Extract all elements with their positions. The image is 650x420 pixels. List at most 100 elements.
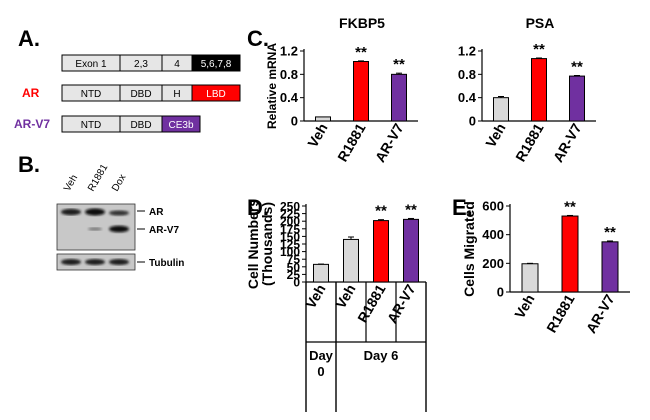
- lane-label-veh-top: Veh: [62, 173, 80, 193]
- y-tick-label: 1.2: [280, 44, 298, 59]
- category-label: AR-V7: [372, 120, 407, 165]
- arv7-segment-dbd: DBD: [130, 120, 151, 131]
- bar-veh: [313, 263, 329, 283]
- exon-segment-1: Exon 1: [75, 59, 107, 70]
- y-tick-label: 50: [287, 260, 301, 274]
- y-tick-label: 0.8: [280, 67, 298, 82]
- band-ar-r1881: [85, 208, 105, 216]
- chart-title: PSA: [526, 15, 555, 31]
- bar-r1881: [373, 220, 389, 283]
- y-tick-label: 0: [497, 285, 504, 300]
- significance-mark: **: [375, 203, 387, 220]
- y-tick-label: 75: [287, 253, 301, 267]
- y-axis-label: Cell Numbers: [245, 200, 261, 289]
- y-tick-label: 25: [287, 268, 301, 282]
- significance-mark: **: [405, 201, 417, 218]
- group-label-day6: Day 6: [364, 348, 399, 363]
- group-label-day0: Day: [309, 348, 334, 363]
- y-tick-label: 400: [482, 227, 504, 242]
- panel-letter-b: B.: [18, 152, 40, 177]
- band-tubulin-veh: [61, 259, 81, 265]
- band-ar-veh: [61, 208, 81, 216]
- panel-letter-d: D.: [247, 195, 269, 220]
- domain-diagram: Exon 1 2,3 4 5,6,7,8 AR NTD DBD H LBD AR…: [14, 54, 241, 133]
- y-tick-label: 175: [280, 222, 300, 236]
- bar-r1881: [531, 58, 547, 122]
- bar-veh: [315, 116, 331, 122]
- panel-letter-c: C.: [247, 26, 269, 51]
- category-label: AR-V7: [550, 120, 585, 165]
- bar-veh: [343, 238, 359, 283]
- band-label-arv7: AR-V7: [149, 225, 179, 236]
- significance-mark: **: [564, 200, 576, 215]
- bar-ar-v7: [601, 241, 619, 293]
- category-label: AR-V7: [384, 281, 419, 326]
- category-label: Veh: [511, 292, 537, 322]
- category-label: R1881: [543, 291, 578, 335]
- category-label: Veh: [482, 121, 508, 151]
- ar-segment-h: H: [173, 89, 180, 100]
- y-tick-label: 250: [280, 200, 300, 214]
- ar-segment-ntd: NTD: [81, 89, 102, 100]
- significance-mark: **: [533, 41, 545, 58]
- lane-label-r1881: R1881: [86, 162, 110, 193]
- ar-row-label: AR: [22, 86, 40, 100]
- significance-mark: **: [393, 56, 405, 73]
- chart-cell-numbers: Cell Numbers(Thousands) 02550751001251501…: [245, 200, 427, 412]
- chart-psa: PSA 0 0.4 0.8 1.2 Veh ** R1881 ** AR-V7: [458, 15, 596, 165]
- significance-mark: **: [604, 224, 616, 241]
- category-label: Veh: [304, 121, 330, 151]
- ar-row: AR NTD DBD H LBD: [22, 84, 241, 102]
- bar-ar-v7: [569, 75, 585, 122]
- significance-mark: **: [355, 44, 367, 61]
- band-ar-dox: [109, 210, 129, 216]
- bar-r1881: [561, 215, 579, 293]
- category-label: R1881: [512, 120, 547, 164]
- y-tick-label: 1.2: [458, 44, 476, 59]
- arv7-segment-ce3b: CE3b: [168, 120, 193, 131]
- category-label: R1881: [334, 120, 369, 164]
- exon-segment-3: 4: [174, 59, 180, 70]
- y-tick-label: 0: [293, 276, 300, 290]
- y-tick-label: 125: [280, 238, 300, 252]
- band-arv7-dox: [109, 225, 129, 233]
- chart-cells-migrated: Cells Migrated 0 200 400 600 Veh ** R1881 ** AR-V…: [461, 200, 630, 336]
- exon-segment-4: 5,6,7,8: [201, 59, 232, 70]
- y-axis-label: (Thousands): [259, 202, 275, 286]
- y-axis-label: Relative mRNA: [265, 43, 279, 129]
- y-tick-label: 0.4: [280, 90, 299, 105]
- y-tick-label: 150: [280, 230, 300, 244]
- band-arv7-r1881: [88, 227, 102, 231]
- y-tick-label: 0.8: [458, 67, 476, 82]
- exon-segment-2: 2,3: [134, 59, 148, 70]
- band-tubulin-r1881: [85, 259, 105, 265]
- y-tick-label: 0: [469, 114, 476, 129]
- y-tick-label: 0: [291, 114, 298, 129]
- y-tick-label: 100: [280, 245, 300, 259]
- lane-label-dox: Dox: [110, 173, 128, 194]
- y-tick-label: 225: [280, 207, 300, 221]
- y-axis-label: Cells Migrated: [461, 201, 477, 297]
- bar-ar-v7: [391, 73, 407, 122]
- y-tick-label: 0.4: [458, 90, 477, 105]
- panel-letter-e: E.: [452, 195, 473, 220]
- bar-ar-v7: [403, 218, 419, 283]
- bar-r1881: [353, 61, 369, 122]
- group-label-day0: 0: [317, 364, 324, 379]
- bar-veh: [493, 97, 509, 122]
- chart-title: FKBP5: [339, 15, 385, 31]
- band-label-ar: AR: [149, 207, 164, 218]
- ar-segment-dbd: DBD: [130, 89, 151, 100]
- arv7-row-label: AR-V7: [14, 117, 50, 131]
- blot-lane-labels: Veh R1881 Dox: [62, 162, 128, 194]
- ar-segment-lbd: LBD: [206, 89, 225, 100]
- category-label: AR-V7: [583, 291, 618, 336]
- bar-veh: [521, 263, 539, 293]
- arv7-segment-ntd: NTD: [81, 120, 102, 131]
- significance-mark: **: [571, 59, 583, 76]
- band-tubulin-dox: [109, 259, 129, 265]
- chart-fkbp5: FKBP5 Relative mRNA 0 0.4 0.8 1.2 Veh ** R1881 **…: [265, 15, 418, 165]
- panel-letter-a: A.: [18, 26, 40, 51]
- band-label-tubulin: Tubulin: [149, 258, 184, 269]
- exon-row: Exon 1 2,3 4 5,6,7,8: [61, 54, 241, 72]
